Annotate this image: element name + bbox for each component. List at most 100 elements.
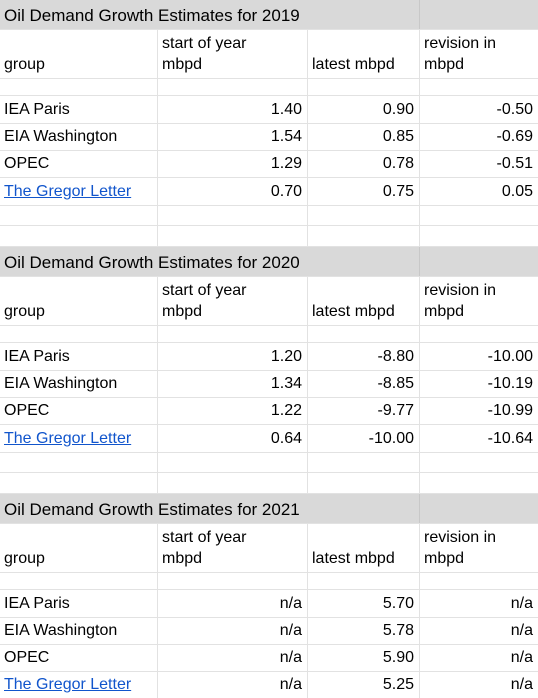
gregor-letter-link[interactable]: The Gregor Letter <box>4 676 132 693</box>
empty-cell[interactable] <box>420 473 538 493</box>
latest-cell[interactable]: -8.85 <box>308 371 420 397</box>
empty-cell[interactable] <box>308 206 420 225</box>
revision-cell[interactable]: n/a <box>420 618 538 644</box>
header-revision-cell[interactable]: revision in mbpd <box>420 524 538 572</box>
revision-cell[interactable]: 0.05 <box>420 178 538 205</box>
start-cell[interactable]: 1.40 <box>158 96 308 123</box>
revision-cell[interactable]: n/a <box>420 672 538 698</box>
empty-cell[interactable] <box>308 226 420 246</box>
header-start-cell[interactable]: start of year mbpd <box>158 30 308 78</box>
empty-cell[interactable] <box>308 473 420 493</box>
start-cell[interactable]: 1.29 <box>158 151 308 177</box>
header-revision-cell[interactable]: revision in mbpd <box>420 30 538 78</box>
empty-cell[interactable] <box>420 79 538 95</box>
start-cell[interactable]: 1.22 <box>158 398 308 424</box>
header-latest-cell[interactable]: latest mbpd <box>308 277 420 325</box>
empty-cell[interactable] <box>308 573 420 589</box>
gregor-letter-link[interactable]: The Gregor Letter <box>4 183 132 200</box>
latest-cell[interactable]: -10.00 <box>308 425 420 452</box>
revision-cell[interactable]: -10.64 <box>420 425 538 452</box>
title-band-cell[interactable] <box>420 0 538 29</box>
start-cell[interactable]: 0.70 <box>158 178 308 205</box>
empty-cell[interactable] <box>308 79 420 95</box>
empty-cell[interactable] <box>0 453 158 472</box>
header-group-cell[interactable]: group <box>0 524 158 572</box>
header-start-cell[interactable]: start of year mbpd <box>158 524 308 572</box>
revision-cell[interactable]: -0.51 <box>420 151 538 177</box>
group-cell[interactable]: IEA Paris <box>0 590 158 617</box>
header-latest-cell[interactable]: latest mbpd <box>308 524 420 572</box>
start-cell[interactable]: 0.64 <box>158 425 308 452</box>
group-cell[interactable]: The Gregor Letter <box>0 425 158 452</box>
empty-cell[interactable] <box>158 573 308 589</box>
latest-cell[interactable]: 5.90 <box>308 645 420 671</box>
header-start-cell[interactable]: start of year mbpd <box>158 277 308 325</box>
group-cell[interactable]: EIA Washington <box>0 124 158 150</box>
group-cell[interactable]: EIA Washington <box>0 618 158 644</box>
revision-cell[interactable]: n/a <box>420 645 538 671</box>
latest-cell[interactable]: 0.78 <box>308 151 420 177</box>
empty-cell[interactable] <box>158 79 308 95</box>
latest-cell[interactable]: 5.25 <box>308 672 420 698</box>
revision-cell[interactable]: -0.50 <box>420 96 538 123</box>
latest-value: -10.00 <box>368 430 414 447</box>
empty-cell[interactable] <box>420 226 538 246</box>
latest-cell[interactable]: 0.85 <box>308 124 420 150</box>
latest-cell[interactable]: 0.90 <box>308 96 420 123</box>
empty-cell[interactable] <box>158 453 308 472</box>
group-cell[interactable]: The Gregor Letter <box>0 672 158 698</box>
empty-cell[interactable] <box>0 79 158 95</box>
empty-cell[interactable] <box>0 473 158 493</box>
empty-cell[interactable] <box>158 326 308 342</box>
section-title-cell[interactable]: Oil Demand Growth Estimates for 2021 <box>0 494 420 523</box>
header-revision-cell[interactable]: revision in mbpd <box>420 277 538 325</box>
empty-cell[interactable] <box>420 573 538 589</box>
section-title-cell[interactable]: Oil Demand Growth Estimates for 2020 <box>0 247 420 276</box>
title-band-cell[interactable] <box>420 494 538 523</box>
group-cell[interactable]: IEA Paris <box>0 96 158 123</box>
gregor-letter-link[interactable]: The Gregor Letter <box>4 430 132 447</box>
empty-cell[interactable] <box>420 206 538 225</box>
empty-cell[interactable] <box>0 226 158 246</box>
header-group-cell[interactable]: group <box>0 30 158 78</box>
empty-cell[interactable] <box>158 206 308 225</box>
section-title-cell[interactable]: Oil Demand Growth Estimates for 2019 <box>0 0 420 29</box>
title-band-cell[interactable] <box>420 247 538 276</box>
empty-cell[interactable] <box>0 206 158 225</box>
group-cell[interactable]: EIA Washington <box>0 371 158 397</box>
header-group-cell[interactable]: group <box>0 277 158 325</box>
start-cell[interactable]: n/a <box>158 618 308 644</box>
empty-cell[interactable] <box>158 226 308 246</box>
empty-cell[interactable] <box>420 453 538 472</box>
latest-cell[interactable]: 0.75 <box>308 178 420 205</box>
revision-cell[interactable]: -0.69 <box>420 124 538 150</box>
empty-cell[interactable] <box>420 326 538 342</box>
empty-cell[interactable] <box>0 573 158 589</box>
empty-cell[interactable] <box>308 453 420 472</box>
revision-cell[interactable]: -10.99 <box>420 398 538 424</box>
start-cell[interactable]: 1.54 <box>158 124 308 150</box>
group-cell[interactable]: IEA Paris <box>0 343 158 370</box>
latest-cell[interactable]: 5.70 <box>308 590 420 617</box>
latest-cell[interactable]: -9.77 <box>308 398 420 424</box>
header-latest-cell[interactable]: latest mbpd <box>308 30 420 78</box>
group-cell[interactable]: OPEC <box>0 645 158 671</box>
revision-cell[interactable]: n/a <box>420 590 538 617</box>
blank-row <box>0 326 538 343</box>
start-cell[interactable]: n/a <box>158 590 308 617</box>
start-cell[interactable]: 1.20 <box>158 343 308 370</box>
revision-cell[interactable]: -10.00 <box>420 343 538 370</box>
group-cell[interactable]: The Gregor Letter <box>0 178 158 205</box>
header-revision: revision in mbpd <box>424 529 497 567</box>
revision-cell[interactable]: -10.19 <box>420 371 538 397</box>
group-cell[interactable]: OPEC <box>0 151 158 177</box>
empty-cell[interactable] <box>158 473 308 493</box>
group-cell[interactable]: OPEC <box>0 398 158 424</box>
start-cell[interactable]: n/a <box>158 672 308 698</box>
empty-cell[interactable] <box>308 326 420 342</box>
start-cell[interactable]: n/a <box>158 645 308 671</box>
empty-cell[interactable] <box>0 326 158 342</box>
latest-cell[interactable]: 5.78 <box>308 618 420 644</box>
start-cell[interactable]: 1.34 <box>158 371 308 397</box>
latest-cell[interactable]: -8.80 <box>308 343 420 370</box>
